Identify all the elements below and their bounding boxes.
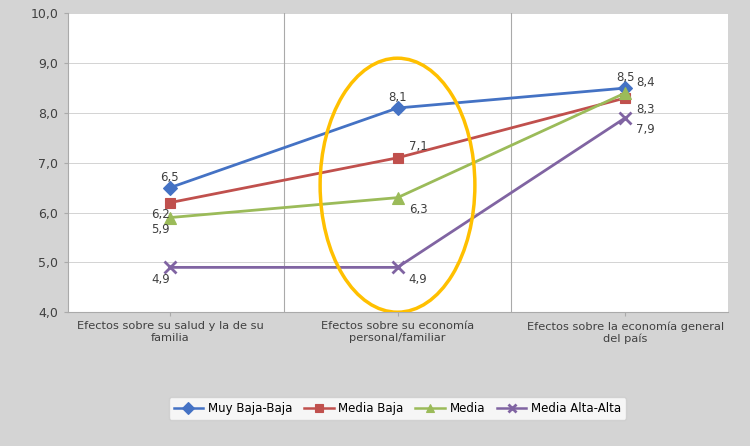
Text: 7,1: 7,1 bbox=[409, 140, 428, 153]
Text: 8,3: 8,3 bbox=[636, 103, 655, 116]
Text: 6,3: 6,3 bbox=[409, 203, 428, 216]
Text: 4,9: 4,9 bbox=[409, 273, 428, 286]
Text: 8,5: 8,5 bbox=[616, 70, 634, 84]
Legend: Muy Baja-Baja, Media Baja, Media, Media Alta-Alta: Muy Baja-Baja, Media Baja, Media, Media … bbox=[169, 397, 626, 420]
Text: 4,9: 4,9 bbox=[152, 273, 170, 286]
Text: 7,9: 7,9 bbox=[636, 124, 655, 136]
Text: 6,2: 6,2 bbox=[152, 208, 170, 221]
Text: 5,9: 5,9 bbox=[152, 223, 170, 236]
Text: 8,4: 8,4 bbox=[636, 76, 655, 89]
Text: 6,5: 6,5 bbox=[160, 171, 179, 184]
Text: 8,1: 8,1 bbox=[388, 91, 406, 103]
